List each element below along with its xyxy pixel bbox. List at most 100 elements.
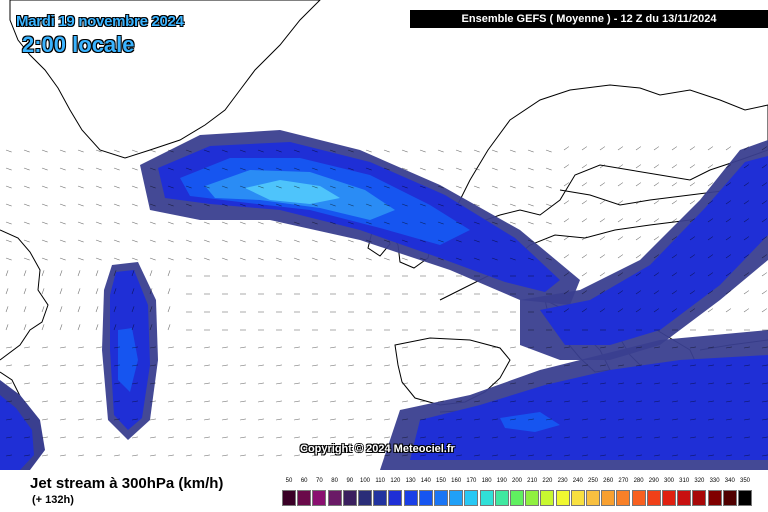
wind-arrow — [23, 221, 30, 225]
wind-arrow — [59, 454, 66, 457]
wind-arrow — [689, 382, 696, 385]
wind-arrow — [239, 221, 246, 225]
wind-arrow — [419, 239, 426, 243]
wind-arrow — [527, 167, 534, 171]
wind-arrow — [689, 454, 696, 457]
wind-arrow — [707, 218, 714, 223]
wind-arrow — [653, 382, 660, 385]
wind-vectors — [5, 146, 768, 457]
scale-color-swatch — [494, 490, 509, 506]
wind-arrow — [167, 436, 174, 439]
wind-arrow — [437, 364, 444, 367]
wind-arrow — [653, 364, 660, 367]
scale-tick-label: 270 — [618, 478, 629, 484]
wind-arrow — [725, 182, 732, 187]
wind-arrow — [239, 418, 246, 421]
wind-arrow — [491, 364, 498, 367]
wind-arrow — [473, 239, 480, 243]
model-run-info: Ensemble GEFS ( Moyenne ) - 12 Z du 13/1… — [410, 10, 768, 28]
wind-arrow — [347, 346, 354, 349]
scale-tick-label: 340 — [724, 478, 735, 484]
wind-arrow — [113, 400, 120, 403]
wind-arrow — [707, 308, 714, 313]
wind-arrow — [113, 346, 120, 349]
wind-arrow — [527, 185, 534, 189]
wind-arrow — [707, 182, 714, 187]
wind-arrow — [167, 149, 174, 153]
wind-arrow — [599, 400, 606, 403]
wind-arrow — [455, 364, 462, 367]
scale-color-swatch — [434, 490, 448, 506]
wind-arrow — [59, 270, 63, 277]
wind-arrow — [401, 454, 408, 457]
wind-arrow — [257, 382, 264, 385]
wind-arrow — [671, 290, 678, 295]
wind-arrow — [653, 182, 660, 187]
wind-arrow — [149, 346, 156, 349]
wind-arrow — [203, 454, 210, 457]
wind-arrow — [509, 436, 516, 439]
wind-arrow — [77, 306, 81, 313]
wind-arrow — [131, 346, 138, 349]
wind-arrow — [581, 454, 588, 457]
wind-arrow — [455, 185, 462, 189]
wind-arrow — [95, 436, 102, 439]
wind-arrow — [581, 218, 588, 223]
wind-arrow — [689, 290, 696, 295]
wind-arrow — [437, 382, 444, 385]
wind-arrow — [203, 185, 210, 189]
wind-arrow — [239, 203, 246, 207]
wind-arrow — [401, 221, 408, 225]
labrador-coastline — [0, 229, 49, 361]
wind-arrow — [239, 454, 246, 457]
wind-arrow — [707, 200, 714, 205]
wind-arrow — [185, 185, 192, 189]
wind-arrow — [149, 306, 153, 313]
scale-color-swatch — [464, 490, 479, 506]
wind-arrow — [257, 418, 264, 421]
scale-tick-label: 250 — [587, 478, 598, 484]
wind-arrow — [563, 254, 570, 259]
wind-arrow — [599, 290, 606, 295]
wind-arrow — [329, 203, 336, 207]
scale-color-swatch — [707, 490, 722, 506]
wind-arrow — [41, 324, 45, 331]
wind-arrow — [293, 346, 300, 349]
wind-arrow — [77, 400, 84, 403]
wind-arrow — [653, 164, 660, 169]
wind-arrow — [563, 308, 570, 313]
scale-color-swatch — [418, 490, 433, 506]
wind-arrow — [95, 400, 102, 403]
wind-arrow — [671, 146, 678, 151]
wind-arrow — [41, 418, 48, 421]
wind-arrow — [95, 418, 102, 421]
wind-arrow — [563, 418, 570, 421]
wind-arrow — [311, 418, 318, 421]
wind-arrow — [419, 257, 426, 261]
wind-arrow — [491, 382, 498, 385]
wind-arrow — [5, 364, 12, 367]
wind-arrow — [347, 454, 354, 457]
scale-tick-label: 50 — [285, 478, 293, 484]
wind-arrow — [401, 346, 408, 349]
wind-arrow — [581, 272, 588, 277]
wind-arrow — [617, 308, 624, 313]
wind-arrow — [365, 149, 372, 153]
wind-arrow — [419, 167, 426, 171]
wind-arrow — [221, 221, 228, 225]
wind-arrow — [437, 203, 444, 207]
wind-arrow — [239, 436, 246, 439]
wind-arrow — [329, 167, 336, 171]
scale-tick-label: 320 — [694, 478, 705, 484]
wind-arrow — [167, 364, 174, 367]
wind-arrow — [239, 185, 246, 189]
wind-arrow — [581, 146, 588, 151]
wind-arrow — [131, 257, 138, 261]
wind-arrow — [545, 203, 552, 207]
wind-arrow — [347, 221, 354, 225]
wind-arrow — [77, 382, 84, 385]
wind-arrow — [77, 346, 84, 349]
wind-arrow — [725, 382, 732, 385]
wind-arrow — [473, 346, 480, 349]
wind-arrow — [509, 203, 516, 207]
